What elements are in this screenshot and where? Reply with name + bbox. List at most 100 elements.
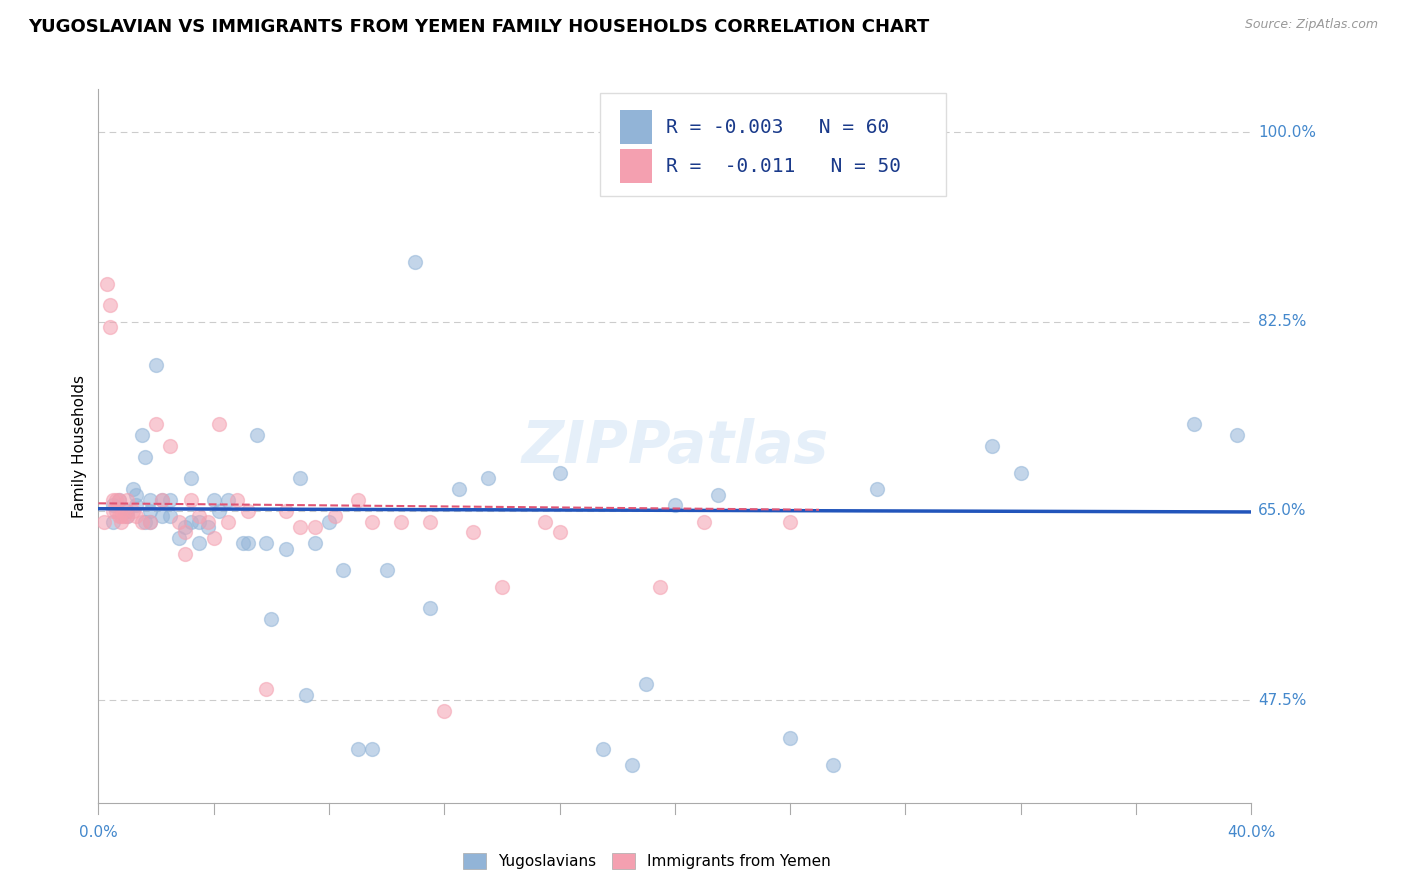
Point xyxy=(180,515,202,529)
Point xyxy=(534,515,557,529)
Point xyxy=(1010,466,1032,480)
Point xyxy=(208,504,231,518)
Point xyxy=(174,547,197,561)
Point xyxy=(650,580,672,594)
Point xyxy=(117,509,138,524)
Point xyxy=(107,493,129,508)
Text: 47.5%: 47.5% xyxy=(1258,692,1306,707)
Point xyxy=(139,515,162,529)
Point xyxy=(159,509,181,524)
Point xyxy=(145,358,167,372)
Point xyxy=(304,520,326,534)
Point xyxy=(318,515,340,529)
Point xyxy=(866,482,889,496)
Point xyxy=(117,509,138,524)
Point xyxy=(779,515,801,529)
Point xyxy=(433,704,456,718)
Point xyxy=(707,488,730,502)
Point xyxy=(290,471,312,485)
Point xyxy=(122,482,145,496)
Point xyxy=(231,536,254,550)
Point xyxy=(1182,417,1205,432)
Point xyxy=(636,677,658,691)
Point xyxy=(361,741,384,756)
Point xyxy=(188,536,211,550)
Point xyxy=(150,493,173,508)
Point xyxy=(125,488,148,502)
Text: ZIPPatlas: ZIPPatlas xyxy=(522,417,828,475)
Point xyxy=(323,509,346,524)
Point xyxy=(779,731,801,745)
Point xyxy=(110,509,132,524)
FancyBboxPatch shape xyxy=(600,93,946,196)
Point xyxy=(254,682,277,697)
Text: 100.0%: 100.0% xyxy=(1258,125,1316,140)
Point xyxy=(197,515,219,529)
Point xyxy=(117,504,138,518)
Point xyxy=(823,758,845,772)
Point xyxy=(246,428,269,442)
Point xyxy=(150,493,173,508)
Point xyxy=(112,509,135,524)
Y-axis label: Family Households: Family Households xyxy=(72,375,87,517)
Text: 82.5%: 82.5% xyxy=(1258,314,1306,329)
FancyBboxPatch shape xyxy=(620,110,652,145)
Point xyxy=(238,504,260,518)
Point xyxy=(477,471,499,485)
Point xyxy=(254,536,277,550)
Point xyxy=(217,515,239,529)
Point xyxy=(180,471,202,485)
Point xyxy=(96,277,118,291)
Point xyxy=(104,493,127,508)
Point xyxy=(101,515,124,529)
Point xyxy=(461,525,484,540)
Point xyxy=(208,417,231,432)
Point xyxy=(405,255,427,269)
Point xyxy=(548,466,571,480)
Text: 0.0%: 0.0% xyxy=(79,825,118,840)
Point xyxy=(131,515,153,529)
Point xyxy=(491,580,513,594)
Point xyxy=(145,417,167,432)
Point xyxy=(110,515,132,529)
Point xyxy=(375,563,398,577)
Point xyxy=(188,509,211,524)
Point xyxy=(139,504,162,518)
Point xyxy=(180,493,202,508)
Point xyxy=(217,493,239,508)
Point xyxy=(693,515,716,529)
Point xyxy=(620,758,643,772)
Text: 40.0%: 40.0% xyxy=(1227,825,1275,840)
Point xyxy=(159,439,181,453)
Point xyxy=(664,499,686,513)
Point xyxy=(260,612,283,626)
Point xyxy=(174,525,197,540)
Point xyxy=(122,504,145,518)
Point xyxy=(139,515,162,529)
Point xyxy=(238,536,260,550)
Point xyxy=(167,531,190,545)
Text: Source: ZipAtlas.com: Source: ZipAtlas.com xyxy=(1244,18,1378,31)
Point xyxy=(117,493,138,508)
Text: 65.0%: 65.0% xyxy=(1258,503,1306,518)
Point xyxy=(447,482,470,496)
Point xyxy=(389,515,412,529)
Point xyxy=(174,520,197,534)
Point xyxy=(101,493,124,508)
Point xyxy=(104,504,127,518)
Point xyxy=(125,499,148,513)
Point xyxy=(981,439,1004,453)
Point xyxy=(361,515,384,529)
Point xyxy=(167,515,190,529)
Point xyxy=(98,298,121,312)
Point xyxy=(150,509,173,524)
Point xyxy=(225,493,247,508)
Point xyxy=(1226,428,1249,442)
Point xyxy=(295,688,318,702)
FancyBboxPatch shape xyxy=(620,149,652,184)
Point xyxy=(346,493,368,508)
Text: R = -0.003   N = 60: R = -0.003 N = 60 xyxy=(665,118,889,136)
Point xyxy=(202,493,225,508)
Point xyxy=(98,320,121,334)
Point xyxy=(159,493,181,508)
